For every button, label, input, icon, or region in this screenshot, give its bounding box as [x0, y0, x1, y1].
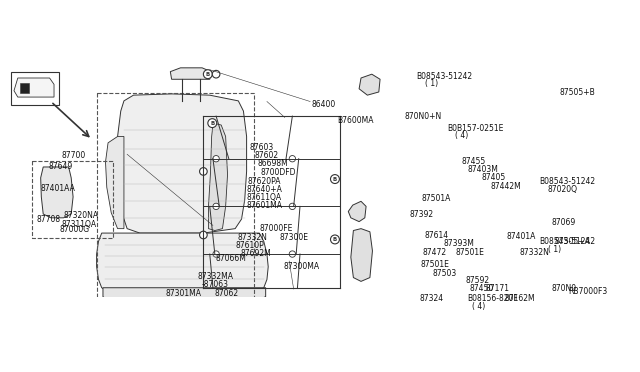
Text: 8700DFD: 8700DFD — [260, 168, 296, 177]
Text: 87601MA: 87601MA — [246, 201, 283, 210]
Circle shape — [213, 155, 220, 162]
Circle shape — [289, 155, 296, 162]
Text: 87392: 87392 — [410, 209, 434, 219]
Text: 87171: 87171 — [486, 284, 509, 293]
Text: 87300MA: 87300MA — [284, 262, 319, 271]
Polygon shape — [106, 137, 124, 229]
Text: 86400: 86400 — [312, 100, 336, 109]
Text: 87301MA: 87301MA — [165, 289, 201, 298]
Text: B7600MA: B7600MA — [337, 116, 373, 125]
Polygon shape — [41, 167, 73, 218]
Text: 87324: 87324 — [419, 294, 444, 303]
Text: -87063: -87063 — [202, 280, 229, 289]
Text: ( 1): ( 1) — [548, 244, 561, 254]
Circle shape — [208, 119, 217, 128]
Text: 87311QA: 87311QA — [61, 220, 96, 230]
Text: B: B — [333, 237, 337, 242]
Text: 87505+B: 87505+B — [559, 87, 595, 96]
Text: 87503: 87503 — [433, 269, 457, 278]
Bar — [12, 72, 59, 105]
Polygon shape — [97, 233, 268, 296]
Text: B: B — [333, 177, 337, 182]
Circle shape — [212, 70, 220, 78]
Text: 87000FE: 87000FE — [259, 224, 292, 232]
Text: 87062: 87062 — [215, 289, 239, 298]
Text: 87403M: 87403M — [468, 165, 499, 174]
Text: 87320NA: 87320NA — [63, 211, 99, 221]
Text: 87066M: 87066M — [216, 254, 246, 263]
Text: 87332MA: 87332MA — [198, 272, 234, 281]
Text: 87505+A: 87505+A — [554, 237, 590, 246]
Polygon shape — [359, 74, 380, 95]
Circle shape — [213, 251, 220, 257]
Circle shape — [204, 70, 212, 78]
Text: B08543-51242: B08543-51242 — [540, 237, 596, 246]
Text: ( 4): ( 4) — [472, 302, 485, 311]
Text: 870N0+N: 870N0+N — [405, 112, 442, 121]
Text: B08543-51242: B08543-51242 — [540, 176, 596, 186]
Text: 87455: 87455 — [461, 157, 486, 166]
Text: 87442M: 87442M — [491, 182, 522, 190]
Text: 87708: 87708 — [36, 215, 60, 224]
Text: RB7000F3: RB7000F3 — [568, 287, 607, 296]
Text: 87162M: 87162M — [504, 294, 534, 303]
Circle shape — [200, 168, 207, 175]
Text: B: B — [205, 72, 210, 77]
Text: B08543-51242: B08543-51242 — [416, 72, 472, 81]
Text: 87332N: 87332N — [519, 248, 549, 257]
Text: 87620PA: 87620PA — [248, 176, 282, 186]
Polygon shape — [209, 124, 228, 231]
Circle shape — [213, 203, 220, 209]
Circle shape — [200, 231, 207, 239]
Text: 87610P: 87610P — [236, 241, 264, 250]
Text: 87020Q: 87020Q — [547, 185, 577, 195]
Text: 87472: 87472 — [422, 248, 447, 257]
Polygon shape — [351, 229, 372, 281]
Text: ( 4): ( 4) — [455, 131, 468, 140]
Text: 87501E: 87501E — [455, 248, 484, 257]
Circle shape — [289, 251, 296, 257]
Text: B: B — [210, 121, 214, 126]
Text: 87069: 87069 — [552, 218, 576, 227]
Text: 87614: 87614 — [424, 231, 449, 240]
Text: 87649: 87649 — [48, 162, 72, 171]
Text: 87300E: 87300E — [280, 233, 308, 242]
Text: 87501E: 87501E — [420, 260, 450, 269]
Text: 87401A: 87401A — [506, 232, 536, 241]
Circle shape — [330, 174, 339, 183]
Text: 870N0: 870N0 — [552, 284, 577, 293]
Text: 87602: 87602 — [254, 151, 278, 160]
Polygon shape — [103, 288, 266, 303]
Text: 87592: 87592 — [465, 276, 490, 285]
Bar — [20, 83, 29, 93]
Text: 87692M: 87692M — [240, 249, 271, 258]
Polygon shape — [170, 68, 211, 79]
Text: 87405: 87405 — [482, 173, 506, 182]
Text: 87401AA: 87401AA — [41, 184, 76, 193]
Text: 86698M: 86698M — [257, 159, 288, 169]
Text: B08156-820F: B08156-820F — [467, 294, 518, 303]
Text: 87640+A: 87640+A — [246, 185, 282, 194]
Circle shape — [330, 235, 339, 244]
Text: 87603: 87603 — [250, 143, 274, 152]
Circle shape — [289, 203, 296, 209]
Polygon shape — [118, 94, 246, 233]
Text: 87393M: 87393M — [444, 240, 474, 248]
Text: 87611QA: 87611QA — [246, 193, 282, 202]
Polygon shape — [14, 78, 54, 97]
Text: 87501A: 87501A — [421, 194, 451, 203]
Text: 87700: 87700 — [61, 151, 86, 160]
Text: B0B157-0251E: B0B157-0251E — [447, 124, 503, 133]
Text: 87000G: 87000G — [59, 225, 89, 234]
Text: 87332N: 87332N — [237, 233, 268, 242]
Text: ( 1): ( 1) — [424, 79, 438, 88]
Polygon shape — [348, 201, 366, 222]
Text: 87450: 87450 — [469, 284, 493, 293]
Bar — [32, 161, 113, 238]
Bar — [97, 93, 254, 310]
